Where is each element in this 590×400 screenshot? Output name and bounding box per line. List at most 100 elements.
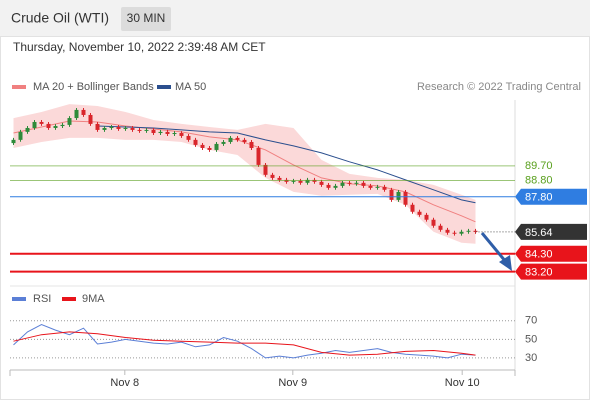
candle-body (333, 185, 338, 188)
forecast-arrowhead (499, 255, 512, 271)
candle-body (130, 127, 135, 130)
subtitle: Thursday, November 10, 2022 2:39:48 AM C… (13, 40, 266, 54)
candle-body (270, 174, 275, 178)
level-label: 89.70 (525, 160, 553, 172)
candle-body (102, 127, 107, 130)
candle-body (200, 144, 205, 148)
candle-body (417, 211, 422, 215)
candle-body (11, 139, 16, 144)
rsi-tick-label: 30 (525, 352, 537, 364)
candle-body (165, 131, 170, 134)
rsi-line (13, 323, 476, 359)
candle-body (298, 180, 303, 183)
candle-body (221, 141, 226, 144)
candle-body (382, 186, 387, 190)
candle-body (46, 123, 51, 128)
rsi-tick-label: 70 (525, 315, 537, 327)
candle-body (368, 185, 373, 188)
candle-body (375, 186, 380, 188)
candle-body (354, 182, 359, 184)
candle-body (25, 127, 30, 132)
legend-swatch (157, 85, 171, 89)
candle-body (109, 127, 114, 129)
source: Research © 2022 Trading Central (417, 81, 581, 93)
candle-body (263, 164, 268, 175)
candle-body (53, 126, 58, 128)
candle-body (361, 182, 366, 186)
candle-body (144, 129, 149, 131)
candle-body (396, 191, 401, 200)
legend-swatch (62, 297, 76, 301)
candle-body (424, 214, 429, 220)
x-tick-label: Nov 10 (445, 377, 480, 389)
x-tick-label: Nov 8 (110, 377, 139, 389)
timeframe: 30 MIN (127, 11, 166, 25)
bollinger-band (13, 104, 476, 244)
candle-body (319, 181, 324, 185)
candle-body (32, 121, 37, 128)
candle-body (179, 133, 184, 136)
candle-body (410, 204, 415, 212)
legend-swatch (12, 297, 26, 301)
candle-body (95, 123, 100, 130)
candle-body (389, 189, 394, 200)
x-tick-label: Nov 9 (278, 377, 307, 389)
candle-body (172, 133, 177, 135)
candle-body (116, 127, 121, 129)
candle-body (186, 135, 191, 140)
candle-body (242, 139, 247, 142)
level-tag (515, 245, 587, 262)
rsi-line (13, 331, 476, 356)
candle-body (158, 131, 163, 134)
candle-body (305, 179, 310, 183)
legend-label: MA 50 (175, 81, 206, 93)
level-label: 87.80 (525, 192, 553, 204)
candle-body (340, 182, 345, 186)
candle-body (193, 139, 198, 145)
level-label: 85.64 (525, 227, 553, 239)
level-label: 88.80 (525, 174, 553, 186)
candle-body (431, 219, 436, 226)
candle-body (137, 129, 142, 131)
candle-body (347, 182, 352, 184)
candle-body (228, 137, 233, 142)
candle-body (466, 230, 471, 232)
header-bar (0, 0, 590, 36)
level-tag (515, 223, 587, 240)
candle-body (256, 147, 261, 165)
candle-body (214, 143, 219, 150)
legend-label: RSI (33, 293, 51, 305)
candle-body (235, 137, 240, 140)
level-tag (515, 188, 587, 205)
candle-body (249, 141, 254, 148)
chart-title: Crude Oil (WTI) (11, 10, 109, 26)
candle-body (473, 230, 478, 232)
timeframe-badge (121, 7, 171, 31)
legend-label: 9MA (82, 293, 105, 305)
moving-average (97, 125, 476, 204)
candle-body (151, 129, 156, 134)
candle-body (88, 114, 93, 124)
candle-body (277, 177, 282, 180)
candle-body (39, 121, 44, 124)
candle-body (207, 147, 212, 150)
rsi-tick-label: 50 (525, 333, 537, 345)
candle-body (18, 131, 23, 140)
forecast-arrow (480, 232, 508, 263)
candle-body (403, 191, 408, 205)
candle-body (74, 109, 79, 119)
candle-body (452, 232, 457, 234)
level-label: 84.30 (525, 249, 553, 261)
candle-body (81, 109, 86, 115)
candle-body (326, 184, 331, 188)
candle-body (123, 127, 128, 129)
legend-swatch (12, 85, 26, 89)
candle-body (445, 229, 450, 233)
candle-body (438, 225, 443, 230)
candle-body (60, 124, 65, 127)
level-label: 83.20 (525, 267, 553, 279)
candle-body (459, 231, 464, 234)
level-tag (515, 263, 587, 280)
candle-body (291, 180, 296, 182)
